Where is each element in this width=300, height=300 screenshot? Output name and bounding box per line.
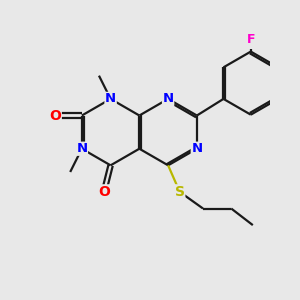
Text: N: N (191, 142, 203, 155)
Text: N: N (105, 92, 116, 105)
Text: O: O (98, 185, 110, 199)
Text: F: F (247, 34, 255, 46)
Text: N: N (76, 142, 87, 155)
Text: O: O (49, 109, 61, 122)
Text: N: N (163, 92, 174, 105)
Text: S: S (175, 185, 185, 199)
